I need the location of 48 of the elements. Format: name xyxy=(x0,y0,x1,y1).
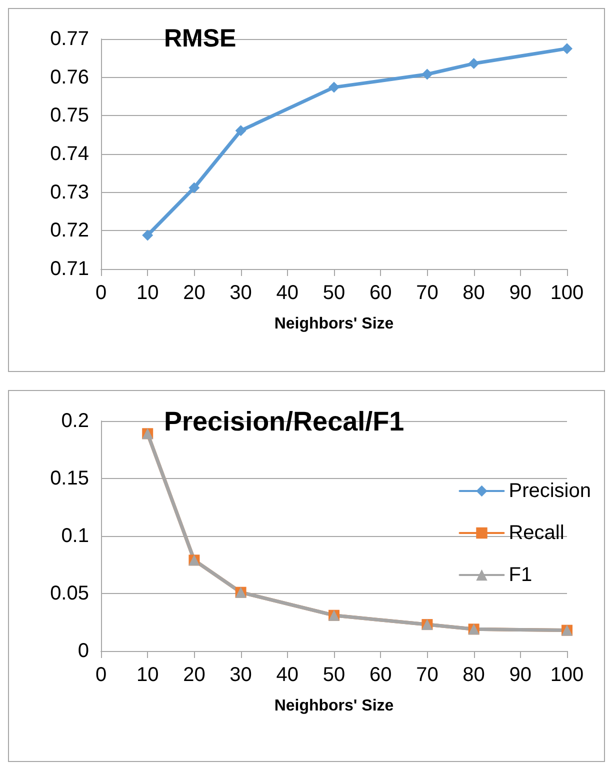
y-tick-label: 0.05 xyxy=(50,582,89,604)
y-tick-label: 0.71 xyxy=(50,258,89,280)
y-tick-label: 0.2 xyxy=(61,410,89,432)
y-tick-label: 0.76 xyxy=(50,66,89,88)
x-tick-label: 30 xyxy=(230,664,252,686)
legend-label: F1 xyxy=(508,564,532,586)
x-tick-label: 20 xyxy=(183,664,206,686)
y-tick-label: 0.1 xyxy=(61,525,89,547)
point xyxy=(188,182,200,194)
x-tick-label: 10 xyxy=(136,664,159,686)
x-tick-label: 80 xyxy=(462,282,485,304)
chart-title: RMSE xyxy=(164,24,236,52)
x-tick-label: 10 xyxy=(136,282,159,304)
y-tick-label: 0.73 xyxy=(50,181,89,204)
y-tick-label: 0.74 xyxy=(50,143,89,165)
point xyxy=(562,43,572,54)
y-tick-label: 0.75 xyxy=(50,104,89,127)
x-tick-label: 60 xyxy=(369,664,392,686)
y-tick-label: 0 xyxy=(78,640,89,662)
point xyxy=(422,68,433,80)
x-tick-label: 60 xyxy=(369,282,392,304)
x-tick-label: 70 xyxy=(416,282,438,304)
y-tick-label: 0.15 xyxy=(50,468,89,490)
point xyxy=(142,230,154,241)
x-tick-label: 0 xyxy=(95,282,107,304)
point xyxy=(468,58,480,70)
x-tick-label: 50 xyxy=(322,664,346,686)
x-tick-label: 90 xyxy=(509,282,532,304)
x-tick-label: 100 xyxy=(550,282,584,304)
legend-label: Recall xyxy=(508,522,564,544)
x-tick-label: 20 xyxy=(183,282,206,304)
x-axis-title: Neighbors' Size xyxy=(274,316,394,332)
x-tick-label: 40 xyxy=(276,282,299,304)
legend-label: Precision xyxy=(508,480,592,502)
x-tick-label: 80 xyxy=(462,664,485,686)
y-tick-label: 0.72 xyxy=(50,220,89,242)
x-tick-label: 40 xyxy=(276,664,299,686)
x-tick-label: 50 xyxy=(322,282,346,304)
chart-title: Precision/Recal/F1 xyxy=(164,406,404,436)
x-tick-label: 30 xyxy=(230,282,252,304)
point xyxy=(328,82,340,93)
x-tick-label: 0 xyxy=(95,664,107,686)
x-tick-label: 90 xyxy=(509,664,532,686)
x-tick-label: 70 xyxy=(416,664,438,686)
y-tick-label: 0.77 xyxy=(50,28,89,50)
x-tick-label: 100 xyxy=(550,664,584,686)
point xyxy=(235,125,246,136)
x-axis-title: Neighbors' Size xyxy=(274,698,394,714)
